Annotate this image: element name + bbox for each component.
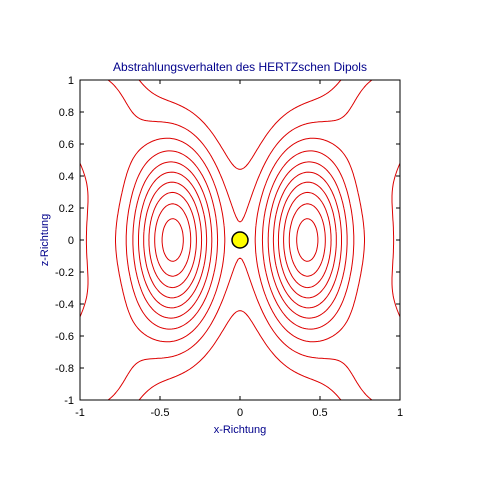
contour-line — [132, 161, 348, 319]
contour-line — [143, 181, 337, 299]
dipole-marker — [231, 231, 249, 249]
contour-line — [154, 203, 326, 277]
axis-ticks: -1 -0.5 0 0.5 1 1 0.8 0.6 0.4 0.2 0 -0.2 -0.4 -0.6 -0.… — [55, 75, 403, 419]
y-tick-label: 0.4 — [59, 171, 74, 183]
y-tick-label: 0.8 — [59, 107, 74, 119]
x-tick-label: 0.5 — [312, 407, 327, 419]
x-tick-label: -0.5 — [151, 407, 170, 419]
contour-line — [79, 79, 401, 401]
x-tick-label: 1 — [397, 407, 403, 419]
y-axis-label: z-Richtung — [39, 214, 51, 267]
y-tick-label: 0.6 — [59, 139, 74, 151]
contour-line — [115, 137, 365, 343]
y-tick-label: -0.8 — [55, 363, 74, 375]
contour-line — [125, 150, 355, 330]
chart-title: Abstrahlungsverhalten des HERTZschen Dip… — [113, 60, 367, 74]
y-tick-label: -0.6 — [55, 331, 74, 343]
y-tick-label: -1 — [64, 395, 74, 407]
contour-line — [148, 191, 332, 289]
plot-area: -1 -0.5 0 0.5 1 1 0.8 0.6 0.4 0.2 0 -0.2 -0.4 -0.6 -0.… — [55, 75, 403, 419]
x-tick-label: 0 — [237, 407, 243, 419]
annotation-layer — [231, 231, 249, 249]
contour-line — [161, 218, 319, 262]
contour-line — [138, 79, 342, 401]
y-tick-label: -0.4 — [55, 299, 74, 311]
contour-line — [138, 171, 342, 309]
contour-lines — [79, 79, 401, 401]
x-axis-label: x-Richtung — [214, 424, 267, 436]
y-tick-label: -0.2 — [55, 267, 74, 279]
x-tick-label: -1 — [75, 407, 85, 419]
y-tick-label: 1 — [68, 75, 74, 87]
y-tick-label: 0 — [68, 235, 74, 247]
y-tick-label: 0.2 — [59, 203, 74, 215]
